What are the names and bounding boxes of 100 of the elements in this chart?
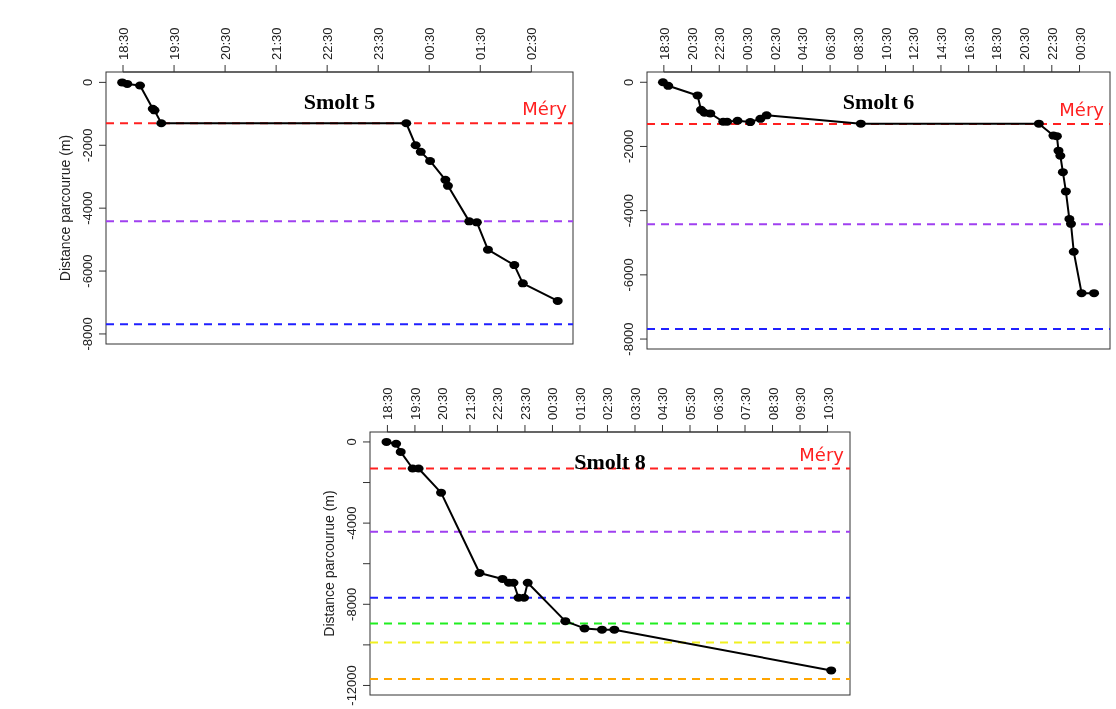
x-tick-label: 04:30 [655,387,671,420]
y-tick-label: -6000 [621,258,636,292]
x-tick-label: 18:30 [989,27,1005,60]
x-tick-label: 10:30 [878,27,894,60]
point [122,79,133,88]
y-tick-label: 0 [80,78,95,86]
x-tick-label: 20:30 [1017,27,1033,60]
point [663,81,674,90]
point [826,666,837,675]
point [579,624,590,633]
point [415,147,426,156]
x-tick-label: 21:30 [269,27,285,60]
y-axis-title: Distance parcourue (m) [57,134,73,282]
x-tick-label: 01:30 [473,27,489,60]
y-tick-label: 0 [344,438,359,446]
x-tick-label: 01:30 [572,387,588,420]
x-tick-label: 04:30 [795,27,811,60]
x-tick-label: 00:30 [1072,27,1088,60]
x-tick-label: 20:30 [684,27,700,60]
point [609,625,620,634]
x-tick-label: 06:30 [823,27,839,60]
point [596,625,607,634]
point [552,296,563,305]
point [560,617,571,626]
text: Smolt 8 [574,449,646,474]
x-tick-label: 08:30 [850,27,866,60]
point [522,578,533,587]
y-tick-label: -12000 [344,665,359,706]
x-tick-label: 18:30 [116,27,132,60]
x-tick-label: 22:30 [490,387,506,420]
point [401,119,412,128]
y-tick-label: -2000 [621,129,636,164]
x-tick-label: 22:30 [712,27,728,60]
point [156,119,167,128]
x-tick-label: 07:30 [738,387,754,420]
point [381,437,392,446]
ref-line-label: Méry [1059,99,1105,120]
y-tick-label: -4000 [344,506,359,540]
x-tick-label: 18:30 [380,387,396,420]
x-tick-label: 02:30 [600,387,616,420]
x-tick-label: 19:30 [407,387,423,420]
x-tick-label: 03:30 [627,387,643,420]
point [1033,119,1044,128]
x-tick-label: 23:30 [371,27,387,60]
point [692,91,703,100]
y-tick-label: -6000 [80,254,95,288]
point [732,116,743,125]
point [745,118,756,127]
x-tick-label: 21:30 [462,387,478,420]
point [1055,151,1066,160]
point [1076,289,1087,298]
x-tick-label: 10:30 [820,387,836,420]
x-tick-label: 19:30 [167,27,183,60]
x-tick-label: 00:30 [422,27,438,60]
point [442,181,453,190]
y-tick-label: -4000 [80,191,95,225]
point [855,119,866,128]
y-tick-label: -2000 [80,128,95,162]
point [474,569,485,578]
point [705,109,716,118]
ref-line-label: Méry [799,443,845,465]
point [517,279,528,288]
x-tick-label: 14:30 [933,27,949,60]
x-tick-label: 16:30 [961,27,977,60]
y-tick-label: -4000 [621,194,636,228]
point [391,439,402,448]
x-tick-label: 12:30 [906,27,922,60]
text: Smolt 6 [842,89,915,114]
point [1068,247,1079,256]
point [509,261,520,270]
x-tick-label: 00:30 [545,387,561,420]
ref-line-label: Méry [522,98,568,120]
x-tick-label: 09:30 [793,387,809,420]
point [395,447,406,456]
y-tick-label: 0 [621,78,636,86]
x-tick-label: 22:30 [1044,27,1060,60]
x-tick-label: 22:30 [320,27,336,60]
point [1089,289,1100,298]
point [1065,219,1076,228]
y-axis-title: Distance parcourue (m) [321,490,337,637]
x-tick-label: 02:30 [524,27,540,60]
y-tick-label: -8000 [80,317,95,351]
x-tick-label: 23:30 [517,387,533,420]
y-tick-label: -8000 [621,322,636,356]
point [471,218,482,227]
point [135,81,146,90]
point [1060,187,1071,196]
point [482,245,493,254]
point [761,111,772,120]
x-tick-label: 20:30 [218,27,234,60]
x-tick-label: 02:30 [767,27,783,60]
point [1057,168,1068,177]
point [425,156,436,165]
x-tick-label: 06:30 [710,387,726,420]
point [410,141,421,150]
x-tick-label: 05:30 [683,387,698,420]
x-tick-label: 08:30 [765,387,781,420]
x-tick-label: 20:30 [435,387,451,420]
x-tick-label: 18:30 [656,27,672,60]
point [436,488,447,497]
